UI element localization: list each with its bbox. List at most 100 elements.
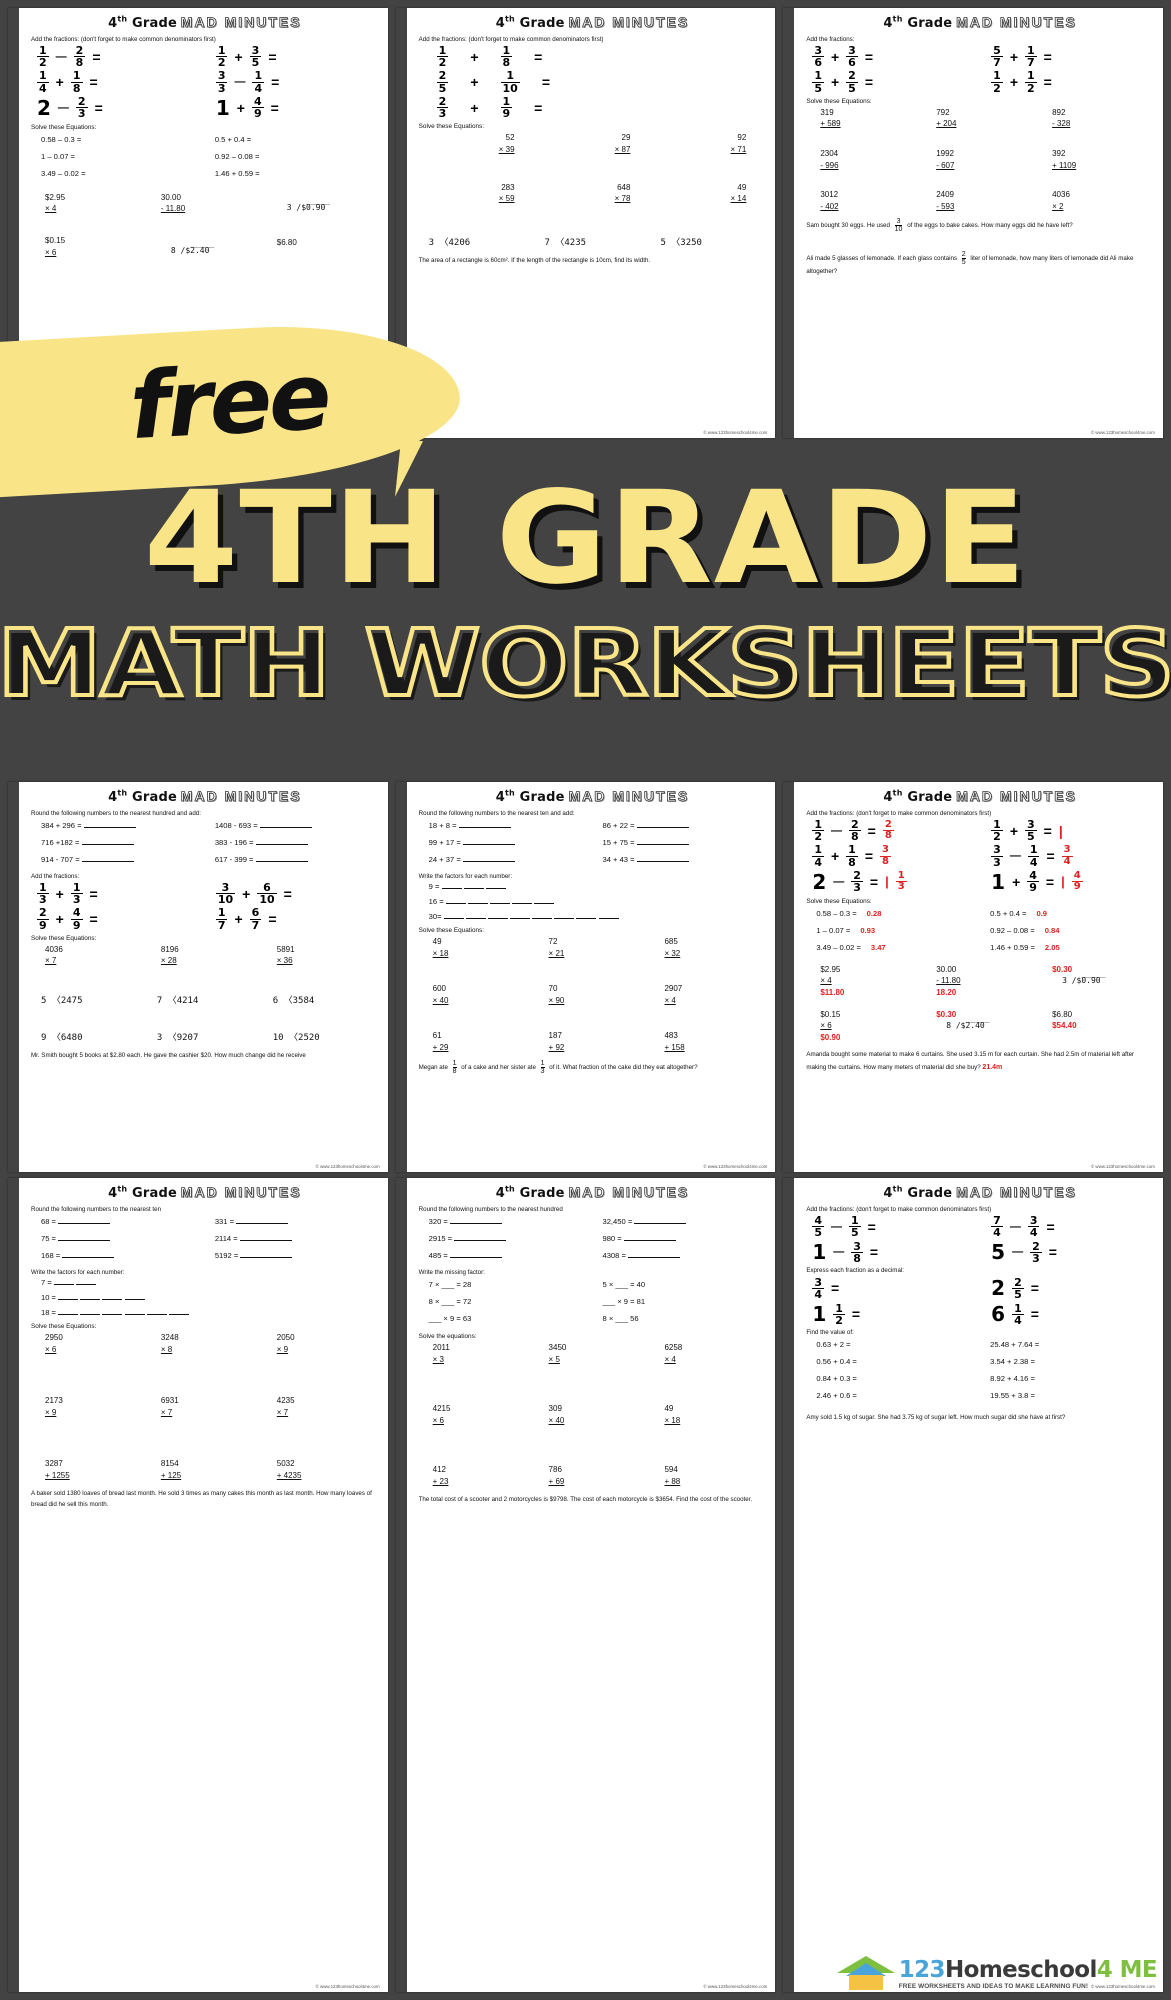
solve-header: Solve these Equations: [806, 897, 872, 905]
division-row: 9 〈6480 3 〈9207 10 〈2520 [41, 1033, 320, 1044]
worksheet-title: 4th Grade MAD MINUTES [883, 14, 1077, 31]
fraction-problem-row: 2—2 3 = | 1 3 1 +4 9 = | 4 9 [812, 869, 1083, 895]
word-problem: Mr. Smith bought 5 books at $2.80 each. … [31, 1052, 306, 1060]
instruction-text: Add the fractions: (don't forget to make… [806, 1206, 992, 1213]
fraction-to-decimal-row: 1 1 2 = 6 1 4 = [812, 1301, 1039, 1327]
fraction-problem-row: 1 5 +2 5 = 1 2 +1 2 = [812, 69, 1052, 95]
instruction-text: Add the fractions: (don't forget to make… [806, 810, 992, 817]
division-row: 3 〈4206 7 〈4235 5 〈3250 [428, 237, 702, 248]
instruction-text: Add the fractions: [806, 36, 855, 43]
solve-header: Solve the equations: [418, 1333, 477, 1340]
spiral-binding-icon [794, 8, 795, 438]
solve-header: Solve these Equations: [31, 1323, 97, 1330]
worksheet-title: 4th Grade MAD MINUTES [495, 1184, 690, 1201]
worksheet-card-7[interactable]: 4th Grade MAD MINUTES Round the followin… [8, 1178, 388, 1992]
solve-header: Solve these Equations: [418, 123, 485, 131]
hero-banner: free 4TH GRADE MATH WORKSHEETS [0, 316, 1171, 790]
credit-text: © www.123homeschool4me.com [703, 1164, 768, 1169]
instruction-text: Round the following numbers to the neare… [31, 1206, 162, 1213]
spiral-binding-icon [794, 1178, 795, 1992]
credit-text: © www.123homeschool4me.com [315, 1164, 380, 1169]
multiplication-row: 600 × 40 70 × 90 2907 × 4 [432, 984, 683, 1005]
solve-header: Solve these Equations: [31, 123, 97, 131]
worksheet-row-top: 4th Grade MAD MINUTES Add the fractions:… [0, 8, 1171, 438]
factor-line: 18 = [31, 1308, 379, 1317]
decimal-problems: 0.58 – 0.3 = 0.5 + 0.4 = 1 – 0.07 = 0.92 –… [41, 134, 260, 178]
word-problem: Amanda bought some material to make 6 cu… [806, 1051, 1135, 1072]
brand-logo[interactable]: 123Homeschool4 ME FREE WORKSHEETS AND ID… [836, 1956, 1158, 1990]
credit-text: © www.123homeschool4me.com [703, 1984, 768, 1989]
fraction-problem-row: 2 9 +4 9 = 1 7 +6 7 = [37, 906, 277, 932]
instruction-text-3: Find the value of: [806, 1329, 854, 1337]
fraction-problem-row: 1 4 +1 8 = 3 3—1 4 = [37, 69, 280, 95]
instruction-text: Round the following numbers to the neare… [418, 810, 575, 817]
rounding-problems: 384 + 296 = 1408 - 693 = 716 +182 = 383 … [31, 819, 379, 870]
factor-line: 7 = [31, 1278, 379, 1287]
solve-header: Solve these Equations: [31, 934, 97, 942]
fraction-problem-row: 2 5 +1 10 = [436, 69, 550, 95]
rounding-problems: 320 = 32,450 = 2915 = 980 = 485 = 4308 = [419, 1215, 767, 1266]
credit-text: © www.123homeschool4me.com [703, 430, 768, 435]
rounding-problems: 18 + 8 = 86 + 22 = 99 + 17 = 15 + 75 = 2… [419, 819, 767, 870]
instruction-text-2: Add the fractions: [31, 873, 80, 880]
worksheet-card-8[interactable]: 4th Grade MAD MINUTES Round the followin… [395, 1178, 776, 1992]
addition-row: 61 + 29 187 + 92 483 + 158 [432, 1031, 685, 1052]
column-arithmetic-row: $2.95 × 4 30.00- 11.80 3 ∕$̅0̅.̅9̅0̅ [45, 192, 326, 214]
worksheet-title: 4th Grade MAD MINUTES [883, 1184, 1077, 1201]
fraction-problem-row: 1—3 8 = 5—2 3 = [812, 1239, 1057, 1265]
fraction-problem-row: 1 2 +1 8 = [436, 44, 543, 70]
multiplication-row: 4215 × 6 309 × 40 49 × 18 [432, 1404, 681, 1425]
worksheet-card-9[interactable]: 4th Grade MAD MINUTES Add the fractions:… [783, 1178, 1163, 1992]
worksheet-row-middle: 4th Grade MAD MINUTES Round the followin… [0, 782, 1171, 1172]
fraction-problem-row: 3 6 +3 6 = 5 7 +1 7 = [812, 44, 1052, 70]
worksheet-row-bottom: 4th Grade MAD MINUTES Round the followin… [0, 1178, 1171, 1992]
worksheet-card-3[interactable]: 4th Grade MAD MINUTES Add the fractions:… [783, 8, 1163, 438]
worksheet-title: 4th Grade MAD MINUTES [108, 1184, 302, 1201]
credit-text: © www.123homeschool4me.com [1090, 1164, 1155, 1169]
fraction-to-decimal-row: 3 4 = 2 2 5 = [812, 1275, 1039, 1301]
instruction-text-2: Write the factors for each number: [31, 1269, 125, 1276]
multiplication-row: 2173 × 9 6931 × 7 4235 × 7 [45, 1396, 295, 1417]
worksheet-card-5[interactable]: 4th Grade MAD MINUTES Round the followin… [395, 782, 776, 1172]
solve-header: Solve these Equations: [418, 927, 485, 934]
worksheet-title: 4th Grade MAD MINUTES [495, 14, 690, 31]
credit-text: © www.123homeschool4me.com [315, 1984, 380, 1989]
solve-header: Solve these Equations: [806, 97, 872, 105]
fraction-problem-row: 2—2 3 = 1 +4 9 = [37, 95, 279, 121]
spiral-binding-icon [406, 1178, 407, 1992]
fraction-problem-row: 4 5—1 5 = 7 4—3 4 = [812, 1214, 1055, 1240]
instruction-text-2: Express each fraction as a decimal: [806, 1267, 904, 1275]
page-title: 4TH GRADE [143, 464, 1028, 613]
worksheet-title: 4th Grade MAD MINUTES [883, 788, 1077, 805]
worksheet-card-6[interactable]: 4th Grade MAD MINUTES Add the fractions:… [783, 782, 1163, 1172]
column-arithmetic-row: $0.15 × 6 $0.90 $0.30 8 ∕$̅2̅.̅4̅0̅ $6.80 $5… [820, 1009, 1077, 1042]
instruction-text: Round the following numbers to the neare… [418, 1206, 563, 1213]
subtraction-row: 3012- 402 2409- 593 4036 × 2 [820, 190, 1070, 211]
fraction-problem-row: 2 3 +1 9 = [436, 94, 543, 121]
factor-line: 10 = [31, 1293, 379, 1302]
credit-text: © www.123homeschool4me.com [1090, 430, 1155, 435]
instruction-text: Round the following numbers to the neare… [31, 810, 201, 817]
brand-name: 123Homeschool4 ME [898, 1956, 1158, 1983]
multiplication-row: 2950 × 6 3248 × 8 2050 × 9 [45, 1333, 295, 1354]
multiplication-row: 4036 × 7 8196 × 28 5891 × 36 [45, 944, 295, 966]
worksheet-title: 4th Grade MAD MINUTES [108, 788, 302, 805]
word-problem: Ali made 5 glasses of lemonade. If each … [806, 251, 1134, 276]
worksheet-title: 4th Grade MAD MINUTES [495, 788, 690, 805]
instruction-text: Add the fractions: (don't forget to make… [31, 36, 216, 43]
word-problem: A baker sold 1380 loaves of bread last m… [31, 1489, 372, 1509]
free-badge-label: free [127, 342, 331, 461]
word-problem: Amy sold 1.5 kg of sugar. She had 3.75 k… [806, 1414, 1066, 1422]
subtraction-row: 2304- 996 1992- 607 392 + 1109 [820, 149, 1077, 170]
instruction-text: Add the fractions: (don't forget to make… [418, 36, 604, 43]
credit-text: © www.123homeschool4me.com [1090, 1984, 1155, 1989]
worksheet-card-2[interactable]: 4th Grade MAD MINUTES Add the fractions:… [395, 8, 776, 438]
word-problem: Sam bought 30 eggs. He used 3 10 of the e… [806, 218, 1073, 234]
fraction-problem-row: 1 3 +1 3 = 3 10 +6 10 = [37, 881, 292, 907]
multiplication-row: 52 × 39 29 × 87 92 × 71 [498, 133, 747, 154]
worksheet-card-4[interactable]: 4th Grade MAD MINUTES Round the followin… [8, 782, 388, 1172]
addition-row: 3287 + 1255 8154 + 125 5032 + 4235 [45, 1459, 302, 1480]
spiral-binding-icon [18, 1178, 19, 1992]
decimal-problems: 0.63 + 2 = 25.48 + 7.64 = 0.56 + 0.4 = 3.5… [816, 1340, 1040, 1401]
